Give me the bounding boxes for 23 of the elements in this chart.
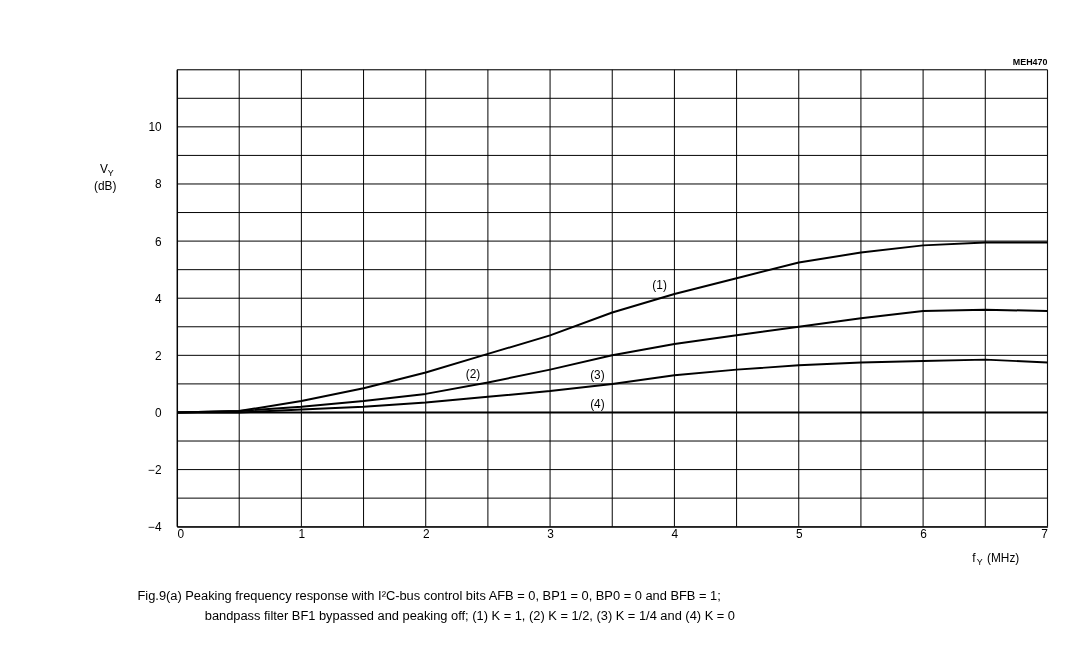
series-label: (3)	[590, 367, 605, 382]
x-tick-label: 6	[920, 527, 928, 542]
x-tick-label: 0	[177, 527, 185, 542]
x-tick-label: 1	[298, 527, 306, 542]
y-tick-label: 2	[155, 348, 162, 363]
y-tick-label: −4	[148, 520, 163, 535]
series-label: (2)	[465, 366, 481, 381]
y-tick-label: 6	[155, 234, 163, 249]
series-label: (4)	[590, 396, 605, 411]
y-tick-label: 4	[155, 291, 163, 306]
caption: Fig.9(a) Peaking frequency response with I²C-bus control bits AFB = 0, BP1 = 0, BP0 = 0 and BFB = 1;	[137, 587, 721, 603]
series-label: (1)	[652, 277, 667, 292]
y-tick-label: 8	[155, 177, 163, 192]
text: bandpass filter BF1 bypassed and peaking off; (1) K = 1, (2) K = 1/2, (3) K = 1/4 and (4) K = 0	[204, 607, 735, 623]
x-tick-label: 4	[671, 527, 679, 542]
x-tick-label: 2	[422, 527, 430, 542]
x-tick-label: 5	[795, 527, 803, 542]
y-tick-label: 10	[148, 120, 163, 135]
y-tick-label: 0	[155, 405, 163, 420]
x-tick-label: 7	[1041, 527, 1048, 542]
x-tick-label: 3	[547, 527, 555, 542]
text: MEH470	[1012, 56, 1048, 67]
y-tick-label: −2	[148, 463, 162, 478]
